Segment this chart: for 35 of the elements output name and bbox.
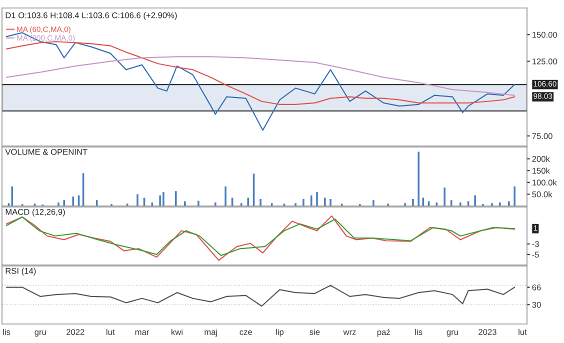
x-tick-label: lut <box>106 328 115 335</box>
x-tick-label: paź <box>377 328 390 337</box>
x-tick-label: 2023 <box>478 329 496 335</box>
line-series <box>6 32 516 131</box>
x-tick-label: lip <box>276 328 284 337</box>
x-tick-label: lis <box>415 328 422 335</box>
x-tick-label: gru <box>34 330 46 337</box>
x-tick-label: cze <box>240 330 252 335</box>
y-tick-label: -5 <box>532 252 539 258</box>
y-tick-label: 50.0k <box>532 191 552 198</box>
y-tick-label: 200k <box>532 156 550 162</box>
chart-title: D1 O:103.6 H:108.4 L:103.6 C:106.6 (+2.90%) <box>6 12 177 20</box>
x-tick-label: maj <box>204 328 218 337</box>
x-tick-label: kwi <box>172 328 182 335</box>
y-tick-label: -3 <box>532 241 539 248</box>
x-tick-label: lis <box>3 328 10 335</box>
line-series <box>6 284 516 307</box>
x-tick-label: lut <box>518 328 527 335</box>
x-tick-label: wrz <box>343 330 356 335</box>
chart-title: RSI (14) <box>6 268 36 276</box>
y-tick-label: 125.00 <box>532 58 558 64</box>
chart-title: MACD (12,26,9) <box>6 208 65 217</box>
x-tick-label: mar <box>135 330 150 335</box>
line-series <box>6 41 516 106</box>
y-tick-label: 100.0k <box>532 179 557 186</box>
chart-title: VOLUME & OPENINT <box>5 148 88 155</box>
x-tick-label: 2022 <box>66 329 84 335</box>
y-tick-label: 75.00 <box>532 133 552 140</box>
x-tick-label: sie <box>310 328 320 335</box>
line-series <box>6 56 516 96</box>
y-tick-label: 150.00 <box>532 32 558 38</box>
y-tick-label: 66 <box>532 284 541 290</box>
y-tick-label: 150k <box>532 168 550 174</box>
y-tick-label: 30 <box>532 302 541 308</box>
x-tick-label: gru <box>446 330 458 337</box>
